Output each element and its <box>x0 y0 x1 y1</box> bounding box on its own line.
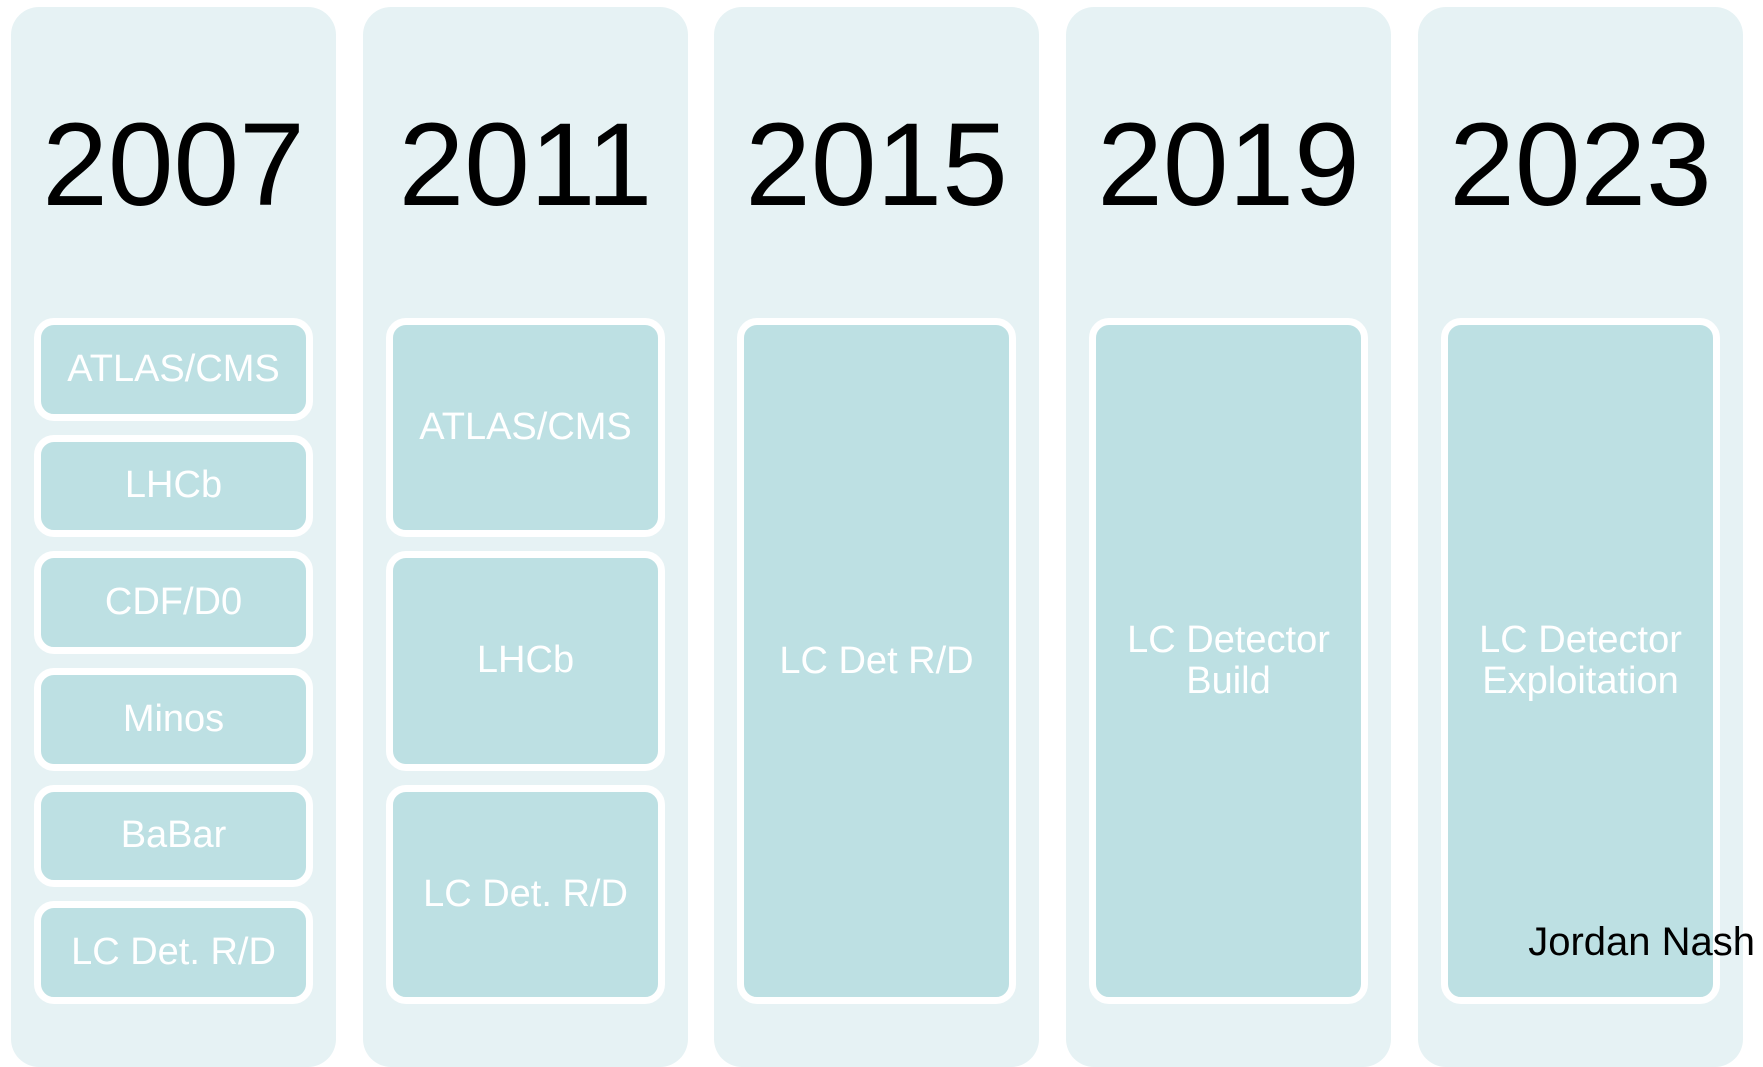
item-box: BaBar <box>34 784 313 888</box>
item-box: Minos <box>34 668 313 771</box>
item-box: ATLAS/CMS <box>386 318 665 538</box>
column: 2015 LC Det R/D <box>714 7 1039 1067</box>
year-label: 2023 <box>1449 99 1712 231</box>
year-label: 2011 <box>398 99 653 231</box>
column: 2011 ATLAS/CMS LHCb LC Det. R/D <box>363 7 688 1067</box>
item-box: ATLAS/CMS <box>34 318 313 421</box>
column: 2007 ATLAS/CMS LHCb CDF/D0 Minos BaBar LC Det.… <box>11 7 336 1067</box>
item-box: LC Det. R/D <box>34 901 313 1004</box>
column: 2023 LC Detector Exploitation <box>1418 7 1743 1067</box>
year-label: 2015 <box>745 99 1008 231</box>
item-box: LHCb <box>386 551 665 771</box>
item-box: CDF/D0 <box>34 551 313 654</box>
year-label: 2019 <box>1097 99 1360 231</box>
item-box: LC Det. R/D <box>386 784 665 1004</box>
item-box: LC Detector Build <box>1089 318 1368 1004</box>
year-label: 2007 <box>42 99 305 231</box>
item-box: LC Det R/D <box>737 318 1016 1004</box>
item-box: LHCb <box>34 434 313 538</box>
column: 2019 LC Detector Build <box>1066 7 1391 1067</box>
slide: {"columns": [ {"year": "2007", "items": … <box>11 7 1755 1067</box>
author: Jordan Nash <box>1528 920 1755 964</box>
item-box: LC Detector Exploitation <box>1441 318 1720 1004</box>
